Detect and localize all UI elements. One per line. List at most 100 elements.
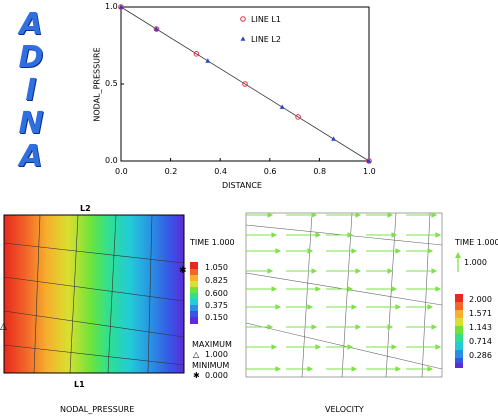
series-2-point (279, 104, 285, 109)
velocity-vector-head (391, 344, 398, 350)
velocity-vector-head (267, 268, 274, 274)
velocity-vector-head (427, 366, 434, 372)
velocity-scale-5: 0.286 (469, 351, 492, 360)
pressure-scale-2: 0.825 (205, 276, 228, 285)
pressure-scale-5: 0.150 (205, 313, 228, 322)
chart-ylabel: NODAL_PRESSURE (92, 47, 102, 122)
velocity-vector-head (271, 344, 278, 350)
velocity-vector-head (355, 268, 362, 274)
pressure-top-label: L2 (80, 204, 91, 213)
velocity-vector-head (275, 248, 282, 254)
velocity-vector-head (435, 286, 442, 292)
velocity-scale-4: 0.714 (469, 337, 492, 346)
legend-marker-l1 (240, 16, 246, 22)
legend-label-l1: LINE L1 (251, 15, 281, 24)
velocity-vector-head (387, 268, 394, 274)
velocity-vector-head (311, 324, 318, 330)
velocity-vector-head (351, 366, 358, 372)
velocity-vector-head (395, 248, 402, 254)
pressure-distance-chart (118, 4, 372, 164)
velocity-time-label: TIME 1.000 (455, 238, 498, 247)
pressure-band-field (4, 215, 184, 373)
legend-label-l2: LINE L2 (251, 35, 281, 44)
pressure-maximum-value: 1.000 (205, 350, 228, 359)
pressure-minimum-value: 0.000 (205, 371, 228, 380)
velocity-color-scale (455, 294, 463, 368)
velocity-vector-head (347, 344, 354, 350)
series-1-point (242, 81, 248, 87)
pressure-time-label: TIME 1.000 (190, 238, 235, 247)
pressure-maximum-label: MAXIMUM (192, 340, 232, 349)
pressure-minimum-label: MINIMUM (192, 361, 230, 370)
velocity-vector-head (271, 286, 278, 292)
velocity-vector-head (351, 304, 358, 310)
velocity-vector-head (267, 324, 274, 330)
y-tick-label: 0.0 (105, 156, 118, 165)
velocity-scale-3: 1.143 (469, 323, 492, 332)
maximum-marker: △ (0, 322, 7, 332)
velocity-vector-head (395, 304, 402, 310)
pressure-trend-line (120, 6, 370, 162)
velocity-vector-head (271, 232, 278, 238)
velocity-scale-2: 1.571 (469, 309, 492, 318)
pressure-mesh (3, 214, 185, 374)
velocity-vector-head (307, 366, 314, 372)
x-tick-label: 0.2 (164, 167, 178, 176)
velocity-vector-head (427, 304, 434, 310)
series-2-point (154, 26, 159, 31)
velocity-vector-head (387, 212, 394, 218)
x-tick-label: 0.4 (214, 167, 227, 176)
legend-marker-l2 (240, 36, 246, 41)
logo-letter-n: N (18, 106, 44, 141)
velocity-vector-head (315, 232, 322, 238)
velocity-arrow-scale-value: 1.000 (464, 258, 487, 267)
velocity-caption: VELOCITY (325, 405, 364, 414)
series-2-point (366, 158, 372, 163)
pressure-scale-1: 1.050 (205, 263, 228, 272)
nodal-pressure-band-plot: △ ✱ (0, 214, 187, 374)
velocity-scale-arrow-icon (455, 252, 461, 272)
pressure-color-scale (190, 262, 198, 324)
pressure-minimum-symbol: ✱ (193, 371, 200, 380)
velocity-vector-head (431, 212, 438, 218)
logo-letter-a: A (19, 7, 43, 42)
velocity-vector-head (387, 324, 394, 330)
velocity-scale-1: 2.000 (469, 295, 492, 304)
velocity-vector-head (275, 366, 282, 372)
series-1-point (193, 51, 200, 57)
velocity-vector-head (435, 232, 442, 238)
velocity-vector-head (435, 344, 442, 350)
velocity-vector-head (311, 212, 318, 218)
series-2-point (118, 4, 124, 9)
chart-xlabel: DISTANCE (222, 181, 262, 190)
minimum-marker: ✱ (179, 266, 187, 276)
logo-letter-i: I (25, 73, 37, 108)
velocity-vector-head (355, 324, 362, 330)
logo-letter-d: D (18, 40, 44, 75)
velocity-vector-head (355, 212, 362, 218)
velocity-vector-head (311, 268, 318, 274)
series-1-point (295, 114, 301, 120)
adina-logo: A D I N A (6, 7, 56, 173)
velocity-vector-head (347, 286, 354, 292)
pressure-bottom-label: L1 (74, 380, 85, 389)
x-tick-label: 0.6 (263, 167, 277, 176)
velocity-vector-head (347, 232, 354, 238)
velocity-vector-head (307, 304, 314, 310)
x-tick-label: 0.8 (313, 167, 327, 176)
pressure-scale-4: 0.375 (205, 301, 228, 310)
velocity-vector-head (427, 248, 434, 254)
y-tick-label: 0.5 (105, 79, 118, 88)
series-2-point (331, 136, 336, 141)
series-2-point (205, 58, 211, 63)
velocity-mesh (245, 212, 443, 378)
velocity-vector-head (391, 286, 398, 292)
velocity-vector-head (431, 268, 438, 274)
velocity-vector-head (267, 212, 274, 218)
x-tick-label: 0.0 (115, 167, 128, 176)
velocity-vector-head (315, 344, 322, 350)
pressure-caption: NODAL_PRESSURE (60, 405, 135, 414)
logo-letter-a2: A (19, 139, 43, 174)
pressure-scale-3: 0.600 (205, 289, 228, 298)
pressure-maximum-symbol: △ (193, 350, 200, 359)
